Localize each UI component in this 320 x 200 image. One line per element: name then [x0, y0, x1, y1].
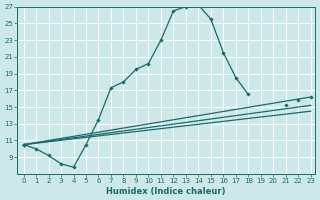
X-axis label: Humidex (Indice chaleur): Humidex (Indice chaleur): [106, 187, 226, 196]
